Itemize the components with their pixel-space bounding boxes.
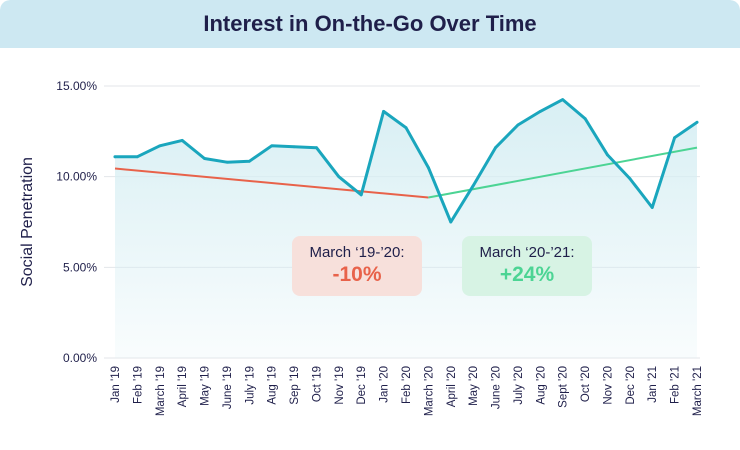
callout-decline-value: -10% (332, 263, 382, 286)
x-tick-label: Sept '20 (558, 366, 570, 408)
x-tick-label: Oct '19 (311, 366, 323, 402)
data-point (449, 220, 453, 224)
x-tick-label: Jan '20 (379, 366, 391, 403)
data-point (225, 160, 229, 164)
callout-growth: March ‘20-’21: +24% (462, 236, 592, 296)
data-point (158, 144, 162, 148)
data-point (180, 139, 184, 142)
data-point (203, 157, 206, 160)
x-tick-label: March '21 (692, 366, 704, 416)
data-point (606, 153, 609, 157)
x-tick-label: June '19 (222, 366, 234, 409)
x-tick-label: Dec '19 (356, 366, 368, 405)
y-tick-label: 15.00% (56, 79, 97, 93)
callout-decline: March ‘19-’20: -10% (292, 236, 422, 296)
x-tick-label: Nov '20 (602, 366, 614, 405)
x-tick-label: Aug '19 (267, 366, 279, 405)
x-tick-label: Aug '20 (535, 366, 547, 405)
x-tick-label: April '19 (177, 366, 189, 407)
data-point (292, 145, 296, 149)
y-axis-ticks: 0.00% 5.00% 10.00% 15.00% (56, 79, 97, 365)
x-tick-label: Feb '19 (132, 366, 144, 404)
x-tick-label: March '19 (155, 366, 167, 416)
data-point (247, 159, 251, 163)
series-line (113, 98, 699, 224)
data-point (382, 109, 386, 113)
data-point (135, 155, 139, 159)
x-tick-label: Sep '19 (289, 366, 301, 405)
y-tick-label: 5.00% (63, 260, 97, 274)
x-tick-label: July '19 (244, 366, 256, 405)
data-point (583, 117, 587, 121)
data-point (538, 109, 542, 113)
y-tick-label: 0.00% (63, 351, 97, 365)
chart-title: Interest in On-the-Go Over Time (203, 11, 537, 36)
data-point (494, 146, 497, 150)
x-tick-label: April '20 (446, 366, 458, 407)
x-tick-label: Feb '21 (670, 366, 682, 404)
data-point (359, 193, 363, 197)
y-axis-label: Social Penetration (19, 157, 36, 287)
x-tick-label: May '19 (200, 366, 212, 406)
x-tick-label: July '20 (513, 366, 525, 405)
data-point (561, 98, 565, 101)
trend-line-growth (428, 146, 698, 199)
area-shape (115, 99, 697, 358)
title-bar: Interest in On-the-Go Over Time (0, 0, 740, 48)
data-point (695, 120, 699, 124)
callout-decline-label: March ‘19-’20: (309, 244, 405, 261)
data-point (628, 177, 632, 180)
trend-line-decline (114, 167, 429, 199)
data-point (426, 166, 430, 170)
data-point (337, 175, 341, 179)
trend-lines (114, 146, 698, 199)
data-point (270, 144, 274, 148)
data-point (315, 146, 318, 150)
x-tick-label: Feb '20 (401, 366, 413, 404)
data-point (404, 126, 408, 130)
area-fill (115, 99, 697, 358)
x-tick-label: Jan '19 (110, 366, 122, 403)
x-tick-label: Jan '21 (647, 366, 659, 403)
x-tick-label: June '20 (491, 366, 503, 409)
data-point (650, 206, 654, 209)
x-tick-label: March '20 (423, 366, 435, 416)
data-point (471, 184, 475, 188)
x-axis-ticks: Jan '19 Feb '19 March '19 April '19 May '19 J… (110, 366, 704, 416)
callout-growth-label: March ‘20-’21: (479, 244, 575, 261)
x-tick-label: Oct '20 (580, 366, 592, 402)
data-point (673, 136, 677, 140)
data-point (516, 123, 520, 127)
callout-growth-value: +24% (499, 263, 555, 286)
x-tick-label: Dec '20 (625, 366, 637, 405)
data-point (113, 155, 117, 159)
x-tick-label: Nov '19 (334, 366, 346, 405)
y-tick-label: 10.00% (56, 170, 97, 184)
x-tick-label: May '20 (468, 366, 480, 406)
